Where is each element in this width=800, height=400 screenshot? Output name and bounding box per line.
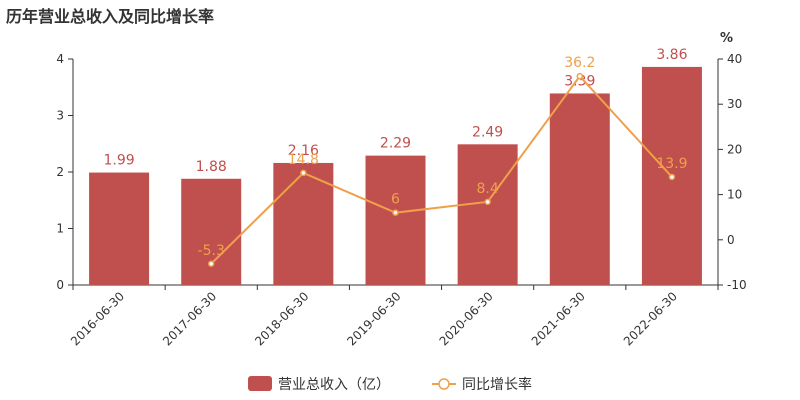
bar — [457, 144, 518, 285]
y-right-tick-label: 10 — [727, 188, 742, 202]
y-right-tick-label: 40 — [727, 52, 742, 66]
legend-bar-swatch — [248, 376, 272, 391]
y-right-axis-unit: % — [720, 31, 733, 46]
bar — [89, 172, 150, 285]
x-tick-label: 2017-06-30 — [160, 289, 219, 348]
bar-data-label: 1.88 — [196, 159, 227, 175]
chart-title: 历年营业总收入及同比增长率 — [6, 7, 215, 26]
bar-data-label: 1.99 — [103, 153, 134, 169]
y-right-tick-label: 20 — [727, 142, 742, 156]
line-data-label: 14.8 — [288, 152, 319, 168]
bar — [365, 155, 426, 285]
bar-data-label: 3.86 — [656, 47, 687, 63]
line-point — [576, 72, 584, 80]
bar — [273, 162, 334, 285]
y-right-tick-label: 30 — [727, 97, 742, 111]
y-left-tick-label: 0 — [56, 278, 64, 292]
line-point — [207, 260, 215, 268]
bar-data-label: 2.49 — [472, 124, 503, 140]
y-right-tick-label: -10 — [727, 278, 747, 292]
line-point — [484, 198, 491, 206]
line-point — [392, 209, 399, 216]
line-data-label: 8.4 — [477, 181, 499, 197]
x-tick-label: 2022-06-30 — [621, 289, 680, 348]
line-point — [668, 173, 676, 181]
legend-line-marker — [438, 378, 450, 390]
line-data-label: 13.9 — [656, 156, 687, 172]
y-left-tick-label: 4 — [56, 52, 64, 66]
growth-rate-line — [210, 74, 673, 265]
bar-data-label: 2.16 — [288, 143, 319, 159]
line-point — [300, 169, 307, 177]
x-tick-label: 2019-06-30 — [344, 289, 403, 348]
y-left-tick-label: 2 — [56, 165, 64, 179]
line-data-label: 6 — [391, 192, 400, 208]
bar — [549, 93, 610, 285]
x-tick-label: 2016-06-30 — [68, 289, 127, 348]
legend-bar-label: 营业总收入（亿） — [278, 377, 390, 393]
line-data-label: -5.3 — [198, 243, 225, 259]
x-tick-label: 2020-06-30 — [437, 289, 496, 348]
x-tick-label: 2021-06-30 — [529, 289, 588, 348]
x-tick-label: 2018-06-30 — [252, 289, 311, 348]
bar — [181, 178, 242, 285]
bar-data-label: 2.29 — [380, 136, 411, 152]
y-left-tick-label: 3 — [56, 109, 64, 123]
y-left-tick-label: 1 — [56, 222, 64, 236]
legend-line-label: 同比增长率 — [462, 376, 532, 393]
y-right-tick-label: 0 — [727, 233, 735, 247]
line-data-label: 36.2 — [564, 55, 595, 71]
